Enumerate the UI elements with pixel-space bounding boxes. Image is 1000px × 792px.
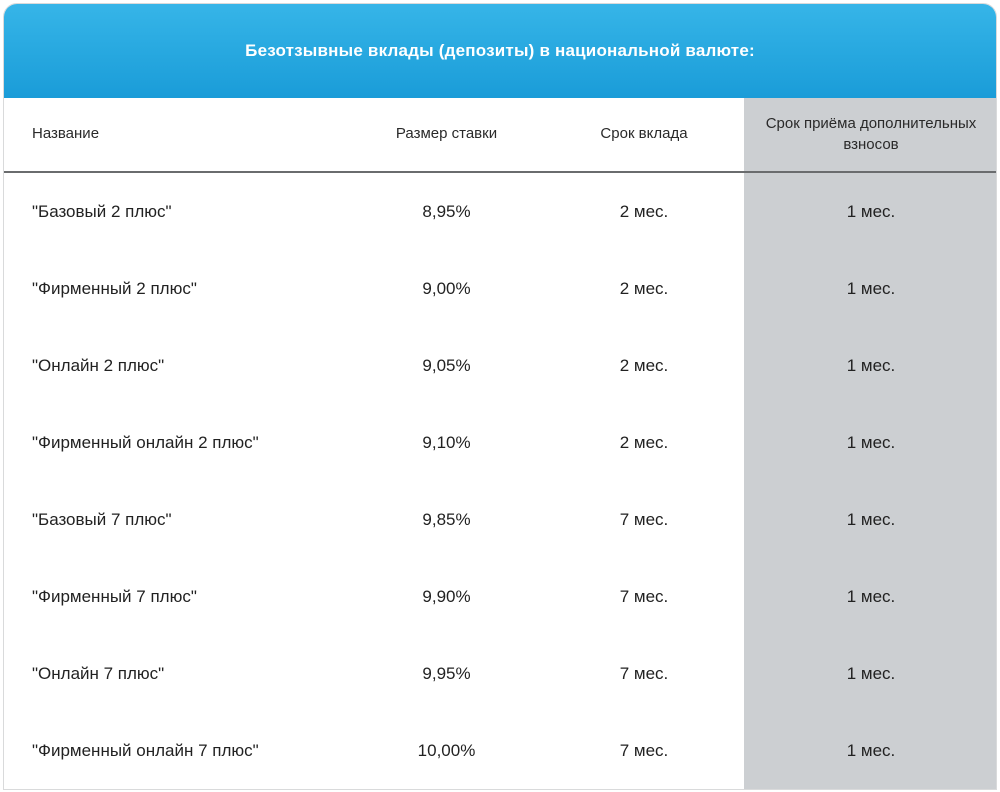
deposits-card: Безотзывные вклады (депозиты) в национал… — [3, 3, 997, 790]
cell-name: "Фирменный 2 плюс" — [4, 250, 349, 327]
cell-term: 2 мес. — [544, 250, 744, 327]
cell-term: 2 мес. — [544, 173, 744, 250]
cell-extra: 1 мес. — [744, 635, 997, 712]
cell-term: 7 мес. — [544, 712, 744, 789]
col-header-rate: Размер ставки — [349, 98, 544, 173]
cell-term: 7 мес. — [544, 481, 744, 558]
banner-title: Безотзывные вклады (депозиты) в национал… — [4, 4, 996, 98]
col-header-term: Срок вклада — [544, 98, 744, 173]
cell-rate: 10,00% — [349, 712, 544, 789]
cell-name: "Базовый 2 плюс" — [4, 173, 349, 250]
cell-name: "Онлайн 7 плюс" — [4, 635, 349, 712]
cell-rate: 9,85% — [349, 481, 544, 558]
cell-extra: 1 мес. — [744, 173, 997, 250]
cell-extra: 1 мес. — [744, 404, 997, 481]
cell-term: 7 мес. — [544, 558, 744, 635]
cell-extra: 1 мес. — [744, 558, 997, 635]
cell-extra: 1 мес. — [744, 712, 997, 789]
cell-name: "Фирменный онлайн 2 плюс" — [4, 404, 349, 481]
cell-extra: 1 мес. — [744, 327, 997, 404]
cell-term: 7 мес. — [544, 635, 744, 712]
cell-term: 2 мес. — [544, 404, 744, 481]
cell-rate: 9,90% — [349, 558, 544, 635]
col-header-name: Название — [4, 98, 349, 173]
cell-rate: 9,95% — [349, 635, 544, 712]
cell-rate: 9,05% — [349, 327, 544, 404]
cell-name: "Базовый 7 плюс" — [4, 481, 349, 558]
cell-rate: 9,10% — [349, 404, 544, 481]
cell-name: "Фирменный 7 плюс" — [4, 558, 349, 635]
deposits-table: Название Размер ставки Срок вклада Срок … — [4, 98, 996, 789]
cell-rate: 8,95% — [349, 173, 544, 250]
cell-extra: 1 мес. — [744, 250, 997, 327]
cell-name: "Онлайн 2 плюс" — [4, 327, 349, 404]
cell-rate: 9,00% — [349, 250, 544, 327]
cell-extra: 1 мес. — [744, 481, 997, 558]
col-header-extra: Срок приёма дополнительных взносов — [744, 98, 997, 173]
cell-name: "Фирменный онлайн 7 плюс" — [4, 712, 349, 789]
cell-term: 2 мес. — [544, 327, 744, 404]
